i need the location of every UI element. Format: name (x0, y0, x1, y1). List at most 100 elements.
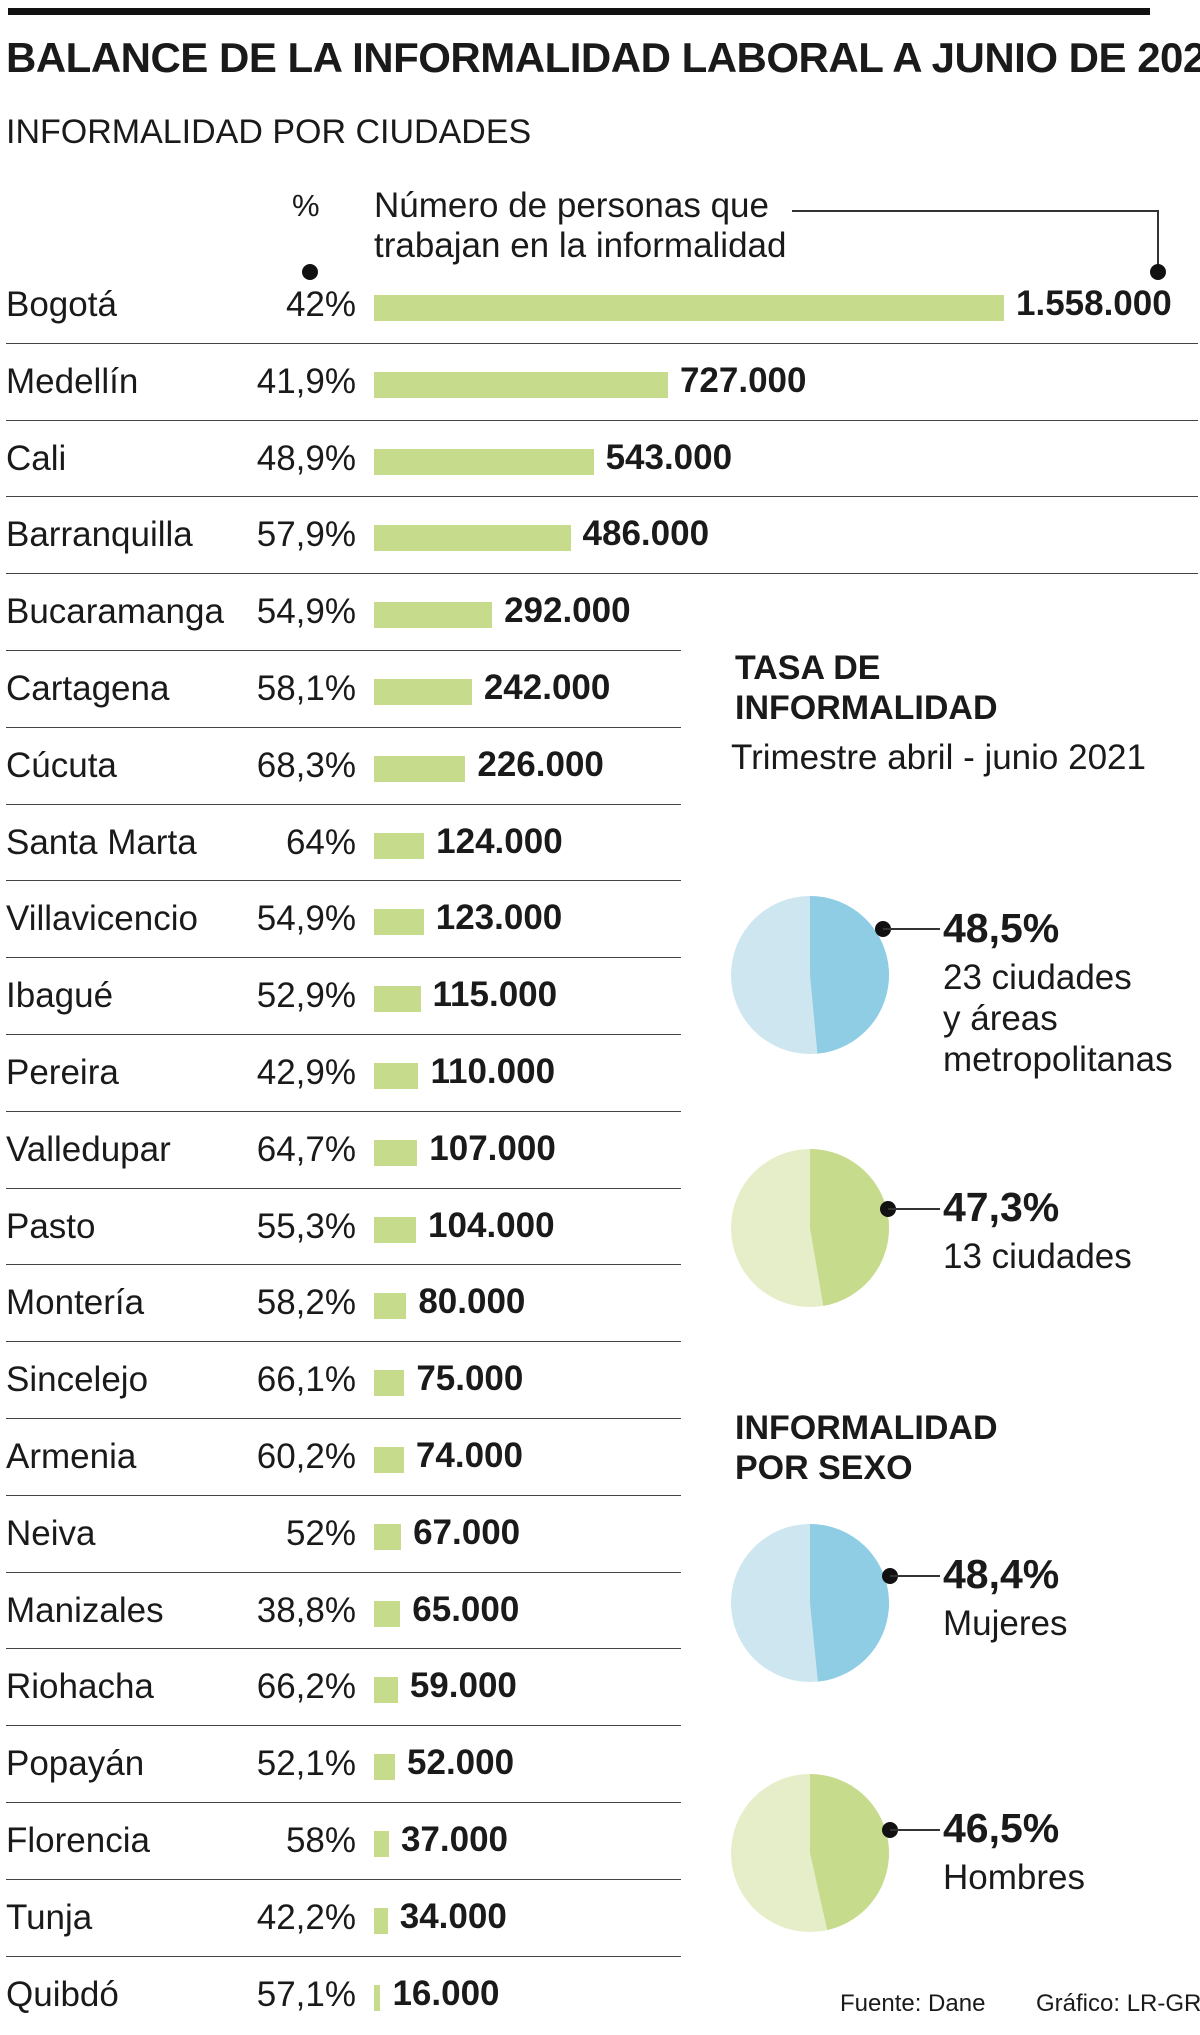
city-label: Pereira (6, 1053, 119, 1092)
percent-label: 55,3% (256, 1206, 356, 1246)
value-label: 543.000 (605, 437, 733, 477)
value-label: 37.000 (400, 1820, 509, 1859)
row-separator (6, 1571, 681, 1573)
chart-subtitle: INFORMALIDAD POR CIUDADES (6, 113, 532, 151)
pie-ciudades-23-line-1: 23 ciudades (943, 958, 1132, 997)
percent-label: 57,9% (256, 515, 356, 555)
value-label: 124.000 (436, 821, 563, 861)
bar (374, 832, 425, 859)
pie-hombres-line-1: Hombres (943, 1858, 1085, 1897)
bar-row: Quibdó 57,1% 16.000 (0, 1958, 1200, 2035)
bar-row: Popayán 52,1% 52.000 (0, 1727, 1200, 1804)
percent-label: 41,9% (256, 361, 356, 401)
pie-mujeres-line-1: Mujeres (943, 1604, 1068, 1643)
percent-label: 64% (285, 822, 356, 862)
pie-ciudades-13: 47,3% 13 ciudades (730, 1148, 1200, 1318)
bar-row: Valledupar 64,7% 107.000 (0, 1113, 1200, 1190)
row-separator (6, 650, 681, 651)
percent-label: 54,9% (256, 899, 356, 939)
city-label: Barranquilla (6, 515, 193, 555)
tasa-title-line-2: INFORMALIDAD (735, 689, 998, 727)
bar-row: Florencia 58% 37.000 (0, 1804, 1200, 1881)
row-separator (6, 1955, 681, 1957)
pie-mujeres-value: 48,4% (943, 1551, 1060, 1597)
pie-ciudades-13-svg (731, 1149, 889, 1307)
value-label: 242.000 (483, 668, 611, 707)
bar-row: Manizales 38,8% 65.000 (0, 1574, 1200, 1651)
value-label: 292.000 (504, 591, 631, 631)
pie-mujeres-description: Mujeres (943, 1603, 1067, 1644)
city-label: Cartagena (6, 669, 170, 708)
percent-label: 52,1% (256, 1744, 356, 1784)
value-header-leader (792, 210, 1158, 212)
percent-label: 60,2% (256, 1437, 356, 1476)
city-label: Popayán (6, 1744, 145, 1784)
value-header-line-2: trabajan en la informalidad (374, 226, 787, 265)
percent-label: 52,9% (256, 976, 356, 1016)
row-separator (6, 1418, 681, 1419)
tasa-subtitle: Trimestre abril - junio 2021 (731, 738, 1146, 777)
percent-label: 64,7% (256, 1129, 356, 1169)
value-label: 226.000 (477, 744, 604, 784)
bar-row: Barranquilla 57,9% 486.000 (0, 498, 1200, 575)
row-separator (6, 880, 681, 882)
pie-hombres-slice (810, 1774, 889, 1931)
percent-label: 38,8% (256, 1590, 356, 1630)
percent-header: % (292, 188, 320, 223)
bar (374, 1447, 404, 1473)
pie-ciudades-23: 48,5% 23 ciudades y áreas metropolitanas (730, 895, 1200, 1079)
bar-row: Pasto 55,3% 104.000 (0, 1190, 1200, 1267)
percent-label: 66,2% (256, 1667, 356, 1707)
bar-row: Tunja 42,2% 34.000 (0, 1881, 1200, 1958)
pie-mujeres: 48,4% Mujeres (730, 1523, 1200, 1693)
city-label: Pasto (6, 1206, 96, 1246)
city-label: Sincelejo (6, 1360, 149, 1400)
pie-ciudades-23-slice (810, 896, 889, 1054)
city-label: Riohacha (6, 1667, 154, 1707)
bar (374, 986, 421, 1013)
percent-label: 54,9% (256, 592, 356, 632)
row-separator (6, 1110, 681, 1112)
value-label: 80.000 (418, 1282, 526, 1322)
top-rule (8, 8, 1150, 15)
row-separator (6, 1648, 681, 1650)
row-separator (6, 1878, 681, 1880)
bar (374, 1063, 419, 1089)
bar-row: Pereira 42,9% 110.000 (0, 1036, 1200, 1113)
row-separator (6, 1802, 681, 1803)
bar-row: Villavicencio 54,9% 123.000 (0, 882, 1200, 959)
value-label: 123.000 (435, 898, 563, 938)
row-separator (6, 726, 681, 728)
value-label: 52.000 (407, 1743, 515, 1783)
pie-ciudades-23-line-2: y áreas (943, 999, 1058, 1038)
bar (374, 602, 493, 629)
pie-ciudades-13-line-1: 13 ciudades (943, 1237, 1132, 1276)
row-separator (6, 496, 1198, 498)
value-header-leader-vertical (1157, 210, 1159, 266)
percent-header-dot (302, 264, 318, 280)
row-separator (6, 419, 1198, 421)
city-label: Tunja (6, 1897, 93, 1937)
row-separator (6, 957, 681, 959)
pie-mujeres-leader (890, 1575, 940, 1577)
bar-row: Cartagena 58,1% 242.000 (0, 652, 1200, 729)
sexo-title-line-1: INFORMALIDAD (735, 1409, 998, 1447)
pie-ciudades-13-slice (810, 1149, 889, 1306)
percent-label: 58,1% (256, 669, 356, 708)
value-header-dot (1150, 264, 1166, 280)
pie-ciudades-13-leader (888, 1208, 940, 1210)
sexo-title-line-2: POR SEXO (735, 1449, 913, 1487)
value-header: Número de personas que trabajan en la in… (374, 186, 786, 266)
footer-credit: Gráfico: LR-GR (1036, 1990, 1200, 2017)
value-label: 115.000 (432, 975, 558, 1015)
bar-row: Cali 48,9% 543.000 (0, 422, 1200, 499)
city-label: Quibdó (6, 1974, 119, 2014)
row-separator (6, 342, 1198, 344)
pie-ciudades-23-description: 23 ciudades y áreas metropolitanas (943, 957, 1173, 1080)
bar (374, 1907, 388, 1934)
pie-ciudades-13-description: 13 ciudades (943, 1236, 1132, 1277)
row-separator (6, 1034, 681, 1035)
value-label: 486.000 (582, 514, 710, 554)
bar (374, 1984, 381, 2011)
city-label: Manizales (6, 1590, 164, 1630)
